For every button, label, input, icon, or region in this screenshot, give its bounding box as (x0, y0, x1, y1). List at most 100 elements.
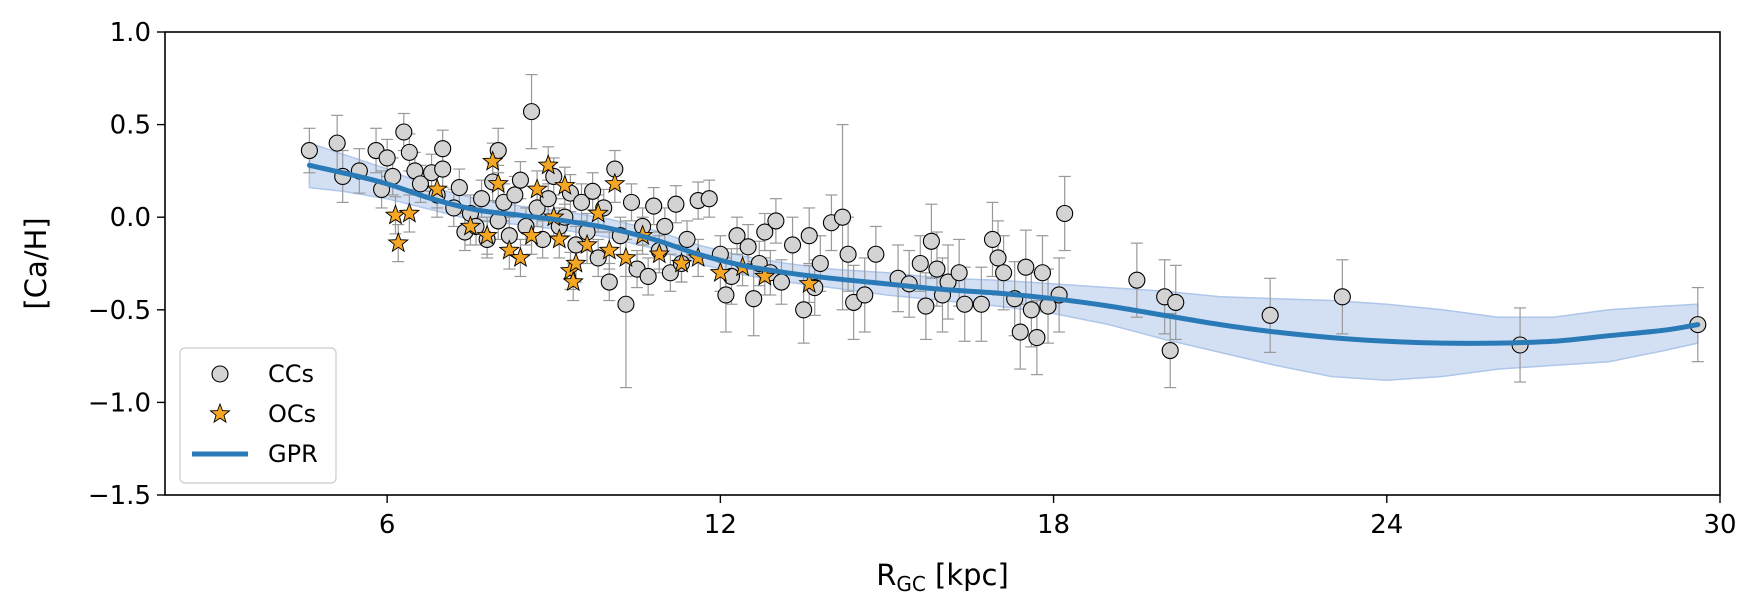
cc-point (1022, 301, 1040, 319)
cc-point (795, 301, 813, 319)
legend-label: OCs (268, 400, 316, 428)
x-tick-label: 6 (379, 510, 396, 540)
cc-point (700, 190, 718, 208)
cc-point (328, 134, 346, 152)
legend-item-gpr: GPR (192, 440, 318, 468)
gpr-line-layer (306, 162, 1701, 346)
oc-point (670, 252, 693, 273)
oc-point (798, 272, 820, 294)
cc-point (956, 295, 974, 313)
x-tick-label: 12 (704, 510, 737, 540)
gpr-line (306, 162, 1701, 346)
cc-point (1128, 271, 1146, 289)
oc-point (754, 265, 776, 286)
oc-point (587, 202, 609, 223)
cc-point (1167, 293, 1185, 311)
cc-point (767, 212, 785, 230)
x-axis-label-main: R (876, 558, 896, 592)
cc-point (811, 254, 829, 273)
y-axis-label: [Ca/H] (19, 217, 53, 309)
cc-point (784, 236, 802, 254)
x-axis-label: RGC [kpc] (876, 558, 1009, 596)
cc-point (917, 297, 935, 315)
cc-point (1333, 288, 1351, 306)
cc-point (728, 227, 746, 245)
x-tick-label: 30 (1703, 510, 1736, 540)
cc-point (717, 286, 735, 304)
cc-point (1056, 204, 1074, 223)
cc-point (539, 190, 557, 208)
legend-label: GPR (268, 440, 318, 468)
cc-point (928, 260, 946, 278)
cc-point (400, 143, 418, 161)
cc-point (839, 245, 857, 263)
oc-point (648, 242, 671, 264)
cc-point (600, 273, 618, 291)
cc-point (584, 182, 602, 200)
cc-point (995, 264, 1013, 282)
cc-point (800, 227, 818, 245)
cc-point (434, 160, 452, 178)
x-axis-label-unit: [kpc] (926, 558, 1009, 592)
oc-point (537, 154, 559, 175)
cc-point (989, 249, 1007, 267)
cc-point (511, 171, 529, 189)
oc-point (598, 239, 621, 260)
cc-point (450, 179, 468, 197)
cc-point (522, 103, 541, 121)
cc-point (1161, 341, 1179, 360)
legend-circle-marker (211, 365, 229, 383)
cc-point (411, 175, 430, 193)
oc-point (576, 233, 598, 255)
cc-point (856, 286, 874, 304)
cc-point (589, 249, 607, 267)
oc-point (604, 172, 626, 194)
y-tick-label: −0.5 (88, 296, 151, 326)
y-tick-label: 0.5 (110, 111, 151, 141)
cc-point (756, 223, 774, 241)
oc-point (520, 224, 543, 245)
oc-point (387, 231, 410, 253)
cc-point (622, 193, 641, 211)
y-tick-label: 1.0 (110, 18, 151, 48)
oc-point (615, 246, 637, 268)
oc-point (709, 261, 732, 282)
legend-items: CCs OCs GPR (192, 360, 318, 468)
cc-point (572, 193, 591, 211)
tick-layer: 6 12 18 24 30 1.0 0.5 0.0 −0.5 −1.0 −1.5 (88, 18, 1737, 540)
legend-label: CCs (268, 360, 314, 388)
cc-point (300, 141, 318, 160)
oc-point (487, 172, 509, 194)
y-tick-label: 0.0 (110, 203, 151, 233)
cc-point (395, 123, 413, 141)
cc-point (639, 267, 657, 286)
cc-point (972, 295, 990, 313)
cc-point (983, 230, 1002, 248)
cc-point (1011, 323, 1029, 341)
cc-point (506, 186, 524, 204)
cc-point (1028, 329, 1046, 347)
oc-point (398, 202, 421, 223)
x-tick-label: 18 (1037, 510, 1070, 540)
plot-frame (164, 31, 1721, 496)
legend: CCs OCs GPR (179, 347, 337, 484)
y-tick-label: −1.0 (88, 388, 151, 418)
oc-point (509, 246, 532, 268)
cc-point (911, 254, 929, 273)
cc-point (656, 217, 674, 236)
oc-point (554, 174, 576, 195)
oc-point (481, 150, 504, 171)
oc-point (498, 239, 521, 260)
y-tick-label: −1.5 (88, 481, 151, 511)
cc-point (922, 232, 940, 250)
oc-point (526, 178, 548, 199)
cc-point (473, 190, 491, 208)
oc-point (548, 228, 571, 249)
oc-point (459, 215, 482, 236)
cc-point (1017, 258, 1035, 276)
oc-point (426, 178, 448, 199)
cc-point (950, 264, 968, 282)
x-axis-label-sub: GC (896, 572, 925, 596)
oc-point (562, 270, 584, 292)
